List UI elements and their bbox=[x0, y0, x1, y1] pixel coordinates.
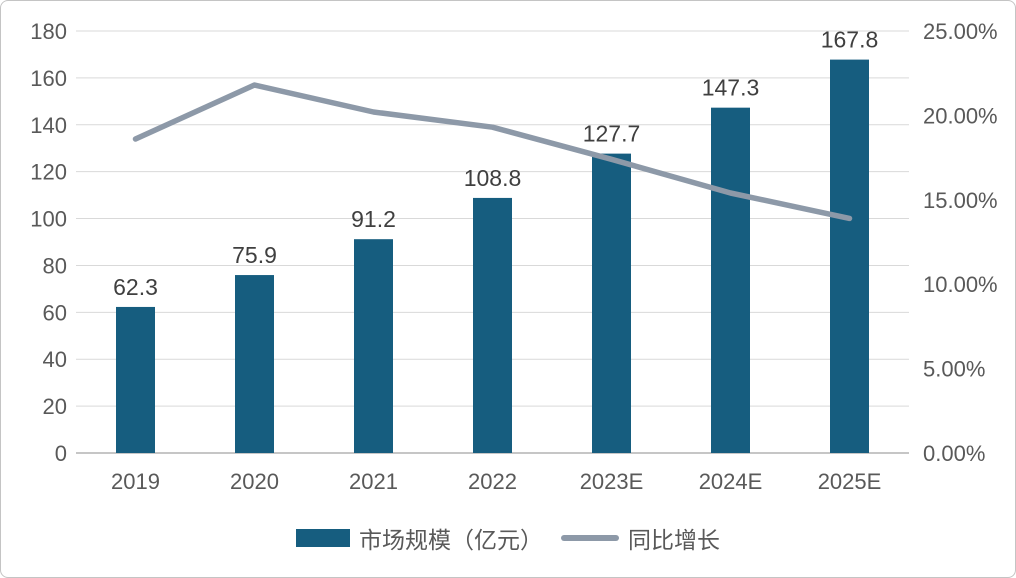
bar-value-label: 127.7 bbox=[583, 121, 641, 147]
bar bbox=[830, 59, 869, 453]
bar-value-label: 147.3 bbox=[702, 75, 760, 101]
left-axis-tick-labels: 0 20 40 60 80 100 120 140 160 180 bbox=[30, 19, 67, 466]
bar-value-label: 62.3 bbox=[113, 274, 158, 300]
legend-label-market-size: 市场规模（亿元） bbox=[359, 527, 543, 553]
bar bbox=[116, 306, 155, 453]
right-axis-tick-label: 25.00% bbox=[923, 19, 998, 44]
bar-value-labels-group: 62.3 75.9 91.2 108.8 127.7 147.3 167.8 bbox=[113, 27, 878, 300]
bar-value-label: 91.2 bbox=[351, 206, 396, 232]
left-axis-tick-label: 20 bbox=[43, 394, 67, 419]
legend-item-yoy-growth: 同比增长 bbox=[561, 521, 720, 555]
bar bbox=[235, 275, 274, 453]
left-axis-tick-label: 140 bbox=[30, 113, 67, 138]
left-axis-tick-label: 160 bbox=[30, 66, 67, 91]
x-axis-tick-label: 2020 bbox=[230, 469, 279, 494]
left-axis-tick-label: 100 bbox=[30, 207, 67, 232]
bar-value-label: 108.8 bbox=[464, 165, 522, 191]
right-axis-tick-label: 20.00% bbox=[923, 103, 998, 128]
left-axis-tick-label: 120 bbox=[30, 160, 67, 185]
x-axis-tick-label: 2024E bbox=[699, 469, 763, 494]
right-axis-tick-labels: 0.00% 5.00% 10.00% 15.00% 20.00% 25.00% bbox=[923, 19, 998, 466]
bar-value-label: 167.8 bbox=[821, 27, 879, 53]
left-axis-tick-label: 60 bbox=[43, 300, 67, 325]
line-series-group bbox=[132, 82, 853, 222]
left-axis-tick-label: 80 bbox=[43, 253, 67, 278]
bar bbox=[473, 197, 512, 453]
growth-line bbox=[132, 82, 853, 222]
right-axis-tick-label: 0.00% bbox=[923, 441, 985, 466]
bar bbox=[711, 107, 750, 453]
bar-series-swatch bbox=[296, 529, 350, 547]
x-axis-tick-label: 2022 bbox=[468, 469, 517, 494]
bar bbox=[592, 153, 631, 453]
x-axis-tick-label: 2019 bbox=[111, 469, 160, 494]
right-axis-tick-label: 5.00% bbox=[923, 357, 985, 382]
x-axis-tick-labels: 2019 2020 2021 2022 2023E 2024E 2025E bbox=[111, 469, 881, 494]
bar-series-group bbox=[116, 59, 869, 453]
bar bbox=[354, 239, 393, 453]
line-series-swatch bbox=[561, 535, 619, 541]
legend-label-yoy-growth: 同比增长 bbox=[628, 527, 720, 553]
chart-legend: 市场规模（亿元） 同比增长 bbox=[1, 521, 1015, 555]
bar-value-label: 75.9 bbox=[232, 242, 277, 268]
x-axis-tick-label: 2025E bbox=[818, 469, 882, 494]
x-axis-tick-label: 2021 bbox=[349, 469, 398, 494]
legend-item-market-size: 市场规模（亿元） bbox=[296, 521, 543, 555]
left-axis-tick-label: 180 bbox=[30, 19, 67, 44]
x-axis-tick-label: 2023E bbox=[580, 469, 644, 494]
right-axis-tick-label: 15.00% bbox=[923, 188, 998, 213]
chart-canvas: 62.3 75.9 91.2 108.8 127.7 147.3 167.8 0 20 40 60… bbox=[30, 19, 998, 494]
left-axis-tick-label: 0 bbox=[55, 441, 67, 466]
left-axis-tick-label: 40 bbox=[43, 347, 67, 372]
right-axis-tick-label: 10.00% bbox=[923, 272, 998, 297]
